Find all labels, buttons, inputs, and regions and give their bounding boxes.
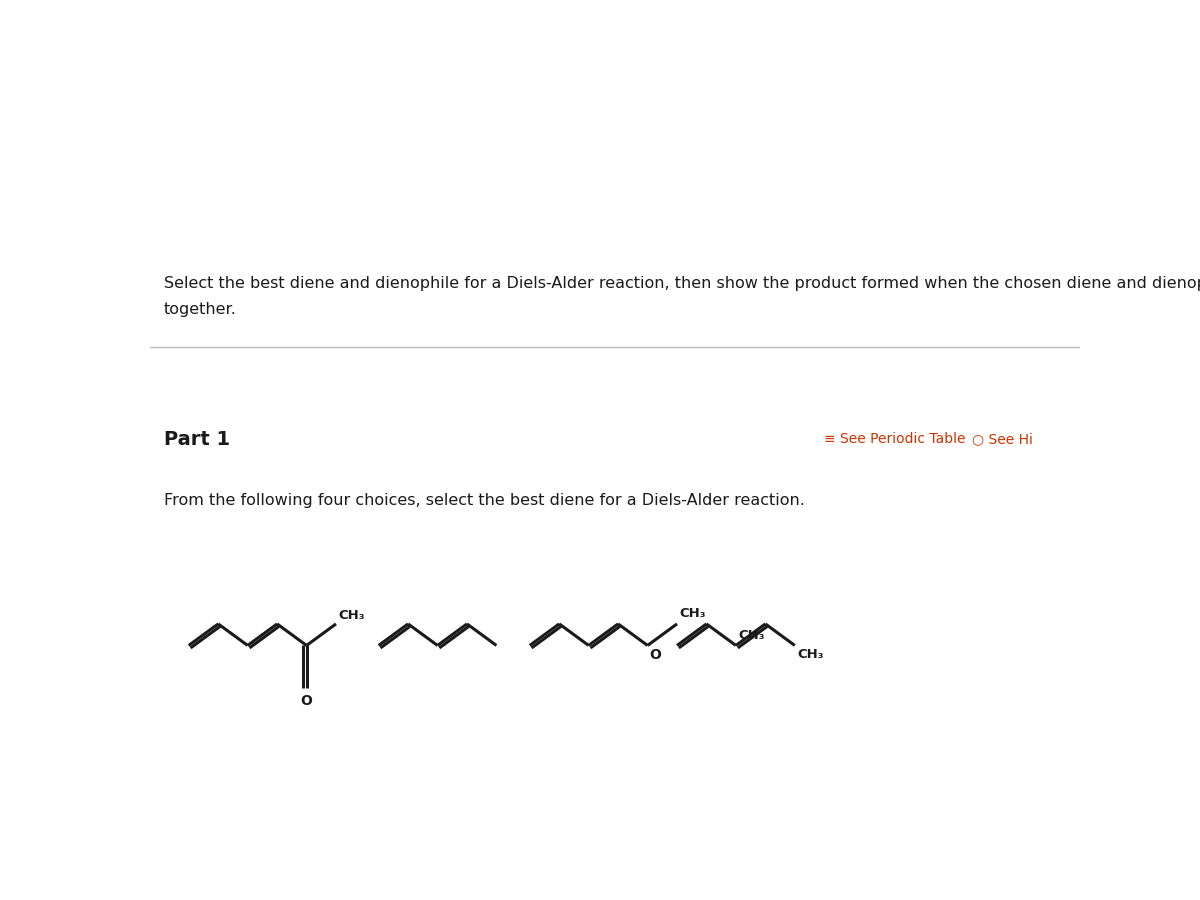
Text: CH₃: CH₃ <box>738 628 764 642</box>
Text: CH₃: CH₃ <box>338 608 365 622</box>
Text: O: O <box>649 648 661 662</box>
Text: Select the best diene and dienophile for a Diels-Alder reaction, then show the p: Select the best diene and dienophile for… <box>164 276 1200 291</box>
Text: ○ See Hi: ○ See Hi <box>972 432 1032 446</box>
Text: O: O <box>301 694 312 708</box>
Text: Part 1: Part 1 <box>164 429 230 448</box>
Text: CH₃: CH₃ <box>679 608 706 620</box>
Text: From the following four choices, select the best diene for a Diels-Alder reactio: From the following four choices, select … <box>164 493 805 508</box>
Text: CH₃: CH₃ <box>797 648 823 661</box>
Text: ≡ See Periodic Table: ≡ See Periodic Table <box>824 432 966 446</box>
Text: together.: together. <box>164 302 236 317</box>
